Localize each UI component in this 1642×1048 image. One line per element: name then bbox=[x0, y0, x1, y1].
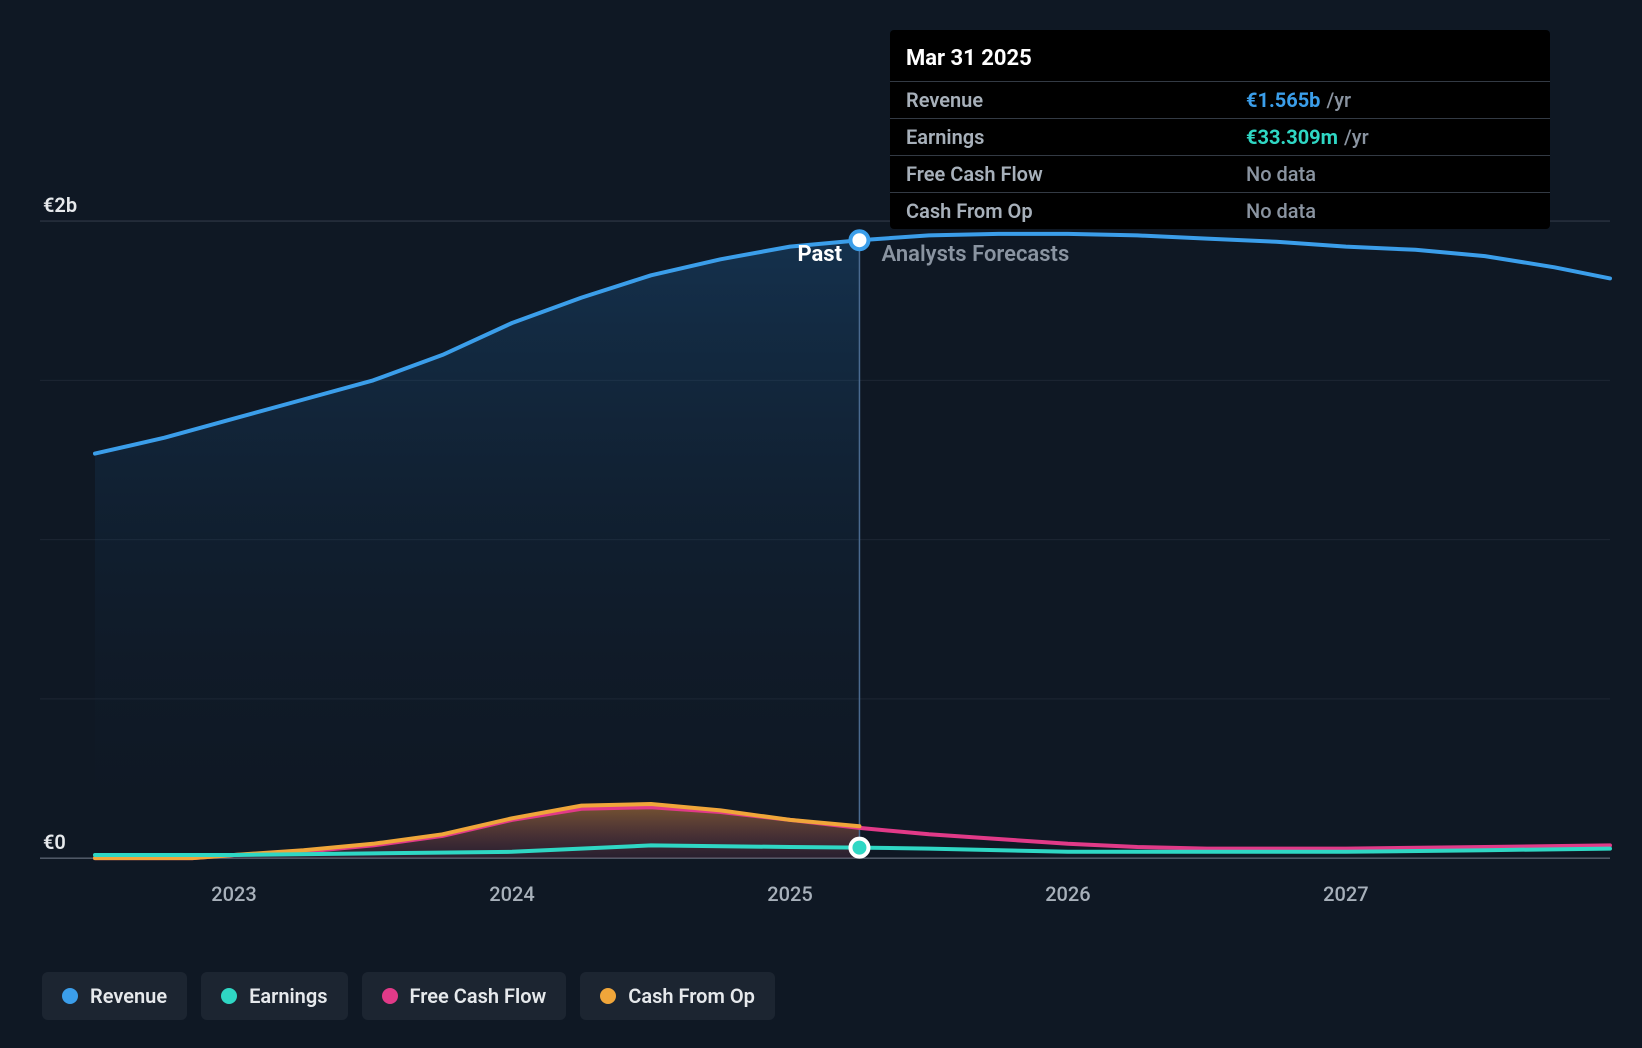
tooltip-row-earnings: Earnings €33.309m /yr bbox=[890, 118, 1550, 155]
tooltip-key: Cash From Op bbox=[906, 199, 1246, 223]
tooltip-unit: /yr bbox=[1326, 88, 1351, 112]
tooltip-nodata: No data bbox=[1246, 162, 1316, 186]
x-tick-label: 2023 bbox=[211, 882, 256, 906]
tooltip-row-fcf: Free Cash Flow No data bbox=[890, 155, 1550, 192]
legend-label: Revenue bbox=[90, 984, 167, 1008]
legend-item-cfo[interactable]: Cash From Op bbox=[580, 972, 775, 1020]
x-tick-label: 2025 bbox=[767, 882, 812, 906]
chart-legend: Revenue Earnings Free Cash Flow Cash Fro… bbox=[42, 972, 775, 1020]
x-tick-label: 2026 bbox=[1045, 882, 1090, 906]
legend-dot-icon bbox=[600, 988, 616, 1004]
legend-dot-icon bbox=[221, 988, 237, 1004]
tooltip-key: Revenue bbox=[906, 88, 1246, 112]
legend-label: Cash From Op bbox=[628, 984, 755, 1008]
tooltip-key: Earnings bbox=[906, 125, 1246, 149]
tooltip-value: €33.309m bbox=[1246, 125, 1338, 149]
tooltip-row-cfo: Cash From Op No data bbox=[890, 192, 1550, 229]
past-label: Past bbox=[797, 242, 842, 267]
y-tick-label: €2b bbox=[43, 193, 77, 217]
tooltip-key: Free Cash Flow bbox=[906, 162, 1246, 186]
tooltip-nodata: No data bbox=[1246, 199, 1316, 223]
forecast-label: Analysts Forecasts bbox=[881, 242, 1069, 267]
legend-label: Earnings bbox=[249, 984, 327, 1008]
tooltip-row-revenue: Revenue €1.565b /yr bbox=[890, 81, 1550, 118]
x-tick-label: 2024 bbox=[489, 882, 534, 906]
legend-item-fcf[interactable]: Free Cash Flow bbox=[362, 972, 567, 1020]
tooltip-unit: /yr bbox=[1344, 125, 1369, 149]
x-tick-label: 2027 bbox=[1323, 882, 1368, 906]
legend-item-earnings[interactable]: Earnings bbox=[201, 972, 347, 1020]
legend-dot-icon bbox=[382, 988, 398, 1004]
series-areas bbox=[95, 240, 859, 858]
financials-forecast-chart: €0 €2b 2023 2024 2025 2026 2027 Past Ana… bbox=[0, 0, 1642, 1048]
y-tick-label: €0 bbox=[43, 830, 66, 854]
legend-item-revenue[interactable]: Revenue bbox=[42, 972, 187, 1020]
legend-label: Free Cash Flow bbox=[410, 984, 547, 1008]
tooltip-title: Mar 31 2025 bbox=[890, 40, 1550, 81]
chart-tooltip: Mar 31 2025 Revenue €1.565b /yr Earnings… bbox=[890, 30, 1550, 229]
tooltip-value: €1.565b bbox=[1246, 88, 1320, 112]
legend-dot-icon bbox=[62, 988, 78, 1004]
